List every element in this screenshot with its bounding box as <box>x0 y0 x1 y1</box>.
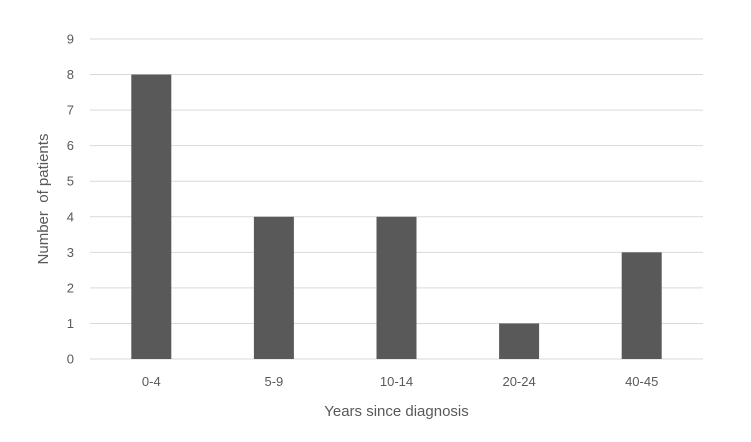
y-tick-label: 0 <box>67 352 74 367</box>
x-axis-ticks: 0-4 5-9 10-14 20-24 40-45 <box>142 374 658 389</box>
bar-0-4 <box>131 74 172 360</box>
bar-20-24 <box>499 323 540 359</box>
y-tick-label: 2 <box>67 280 74 295</box>
y-tick-label: 9 <box>67 32 74 47</box>
x-tick-label: 0-4 <box>142 374 161 389</box>
x-axis-title: Years since diagnosis <box>324 403 469 420</box>
y-axis-ticks: 0 1 2 3 4 5 6 7 8 9 <box>67 32 74 367</box>
y-tick-label: 5 <box>67 174 74 189</box>
y-tick-label: 6 <box>67 138 74 153</box>
bars <box>131 74 662 360</box>
y-tick-label: 8 <box>67 67 74 82</box>
y-tick-label: 7 <box>67 103 74 118</box>
x-tick-label: 5-9 <box>265 374 284 389</box>
x-tick-label: 10-14 <box>380 374 413 389</box>
bar-5-9 <box>253 216 294 359</box>
y-tick-label: 4 <box>67 209 74 224</box>
bar-40-45 <box>621 252 662 359</box>
y-tick-label: 3 <box>67 245 74 260</box>
y-tick-label: 1 <box>67 316 74 331</box>
x-tick-label: 40-45 <box>625 374 658 389</box>
x-tick-label: 20-24 <box>502 374 535 389</box>
bar-10-14 <box>376 216 417 359</box>
y-axis-title: Number of patients <box>35 134 52 265</box>
